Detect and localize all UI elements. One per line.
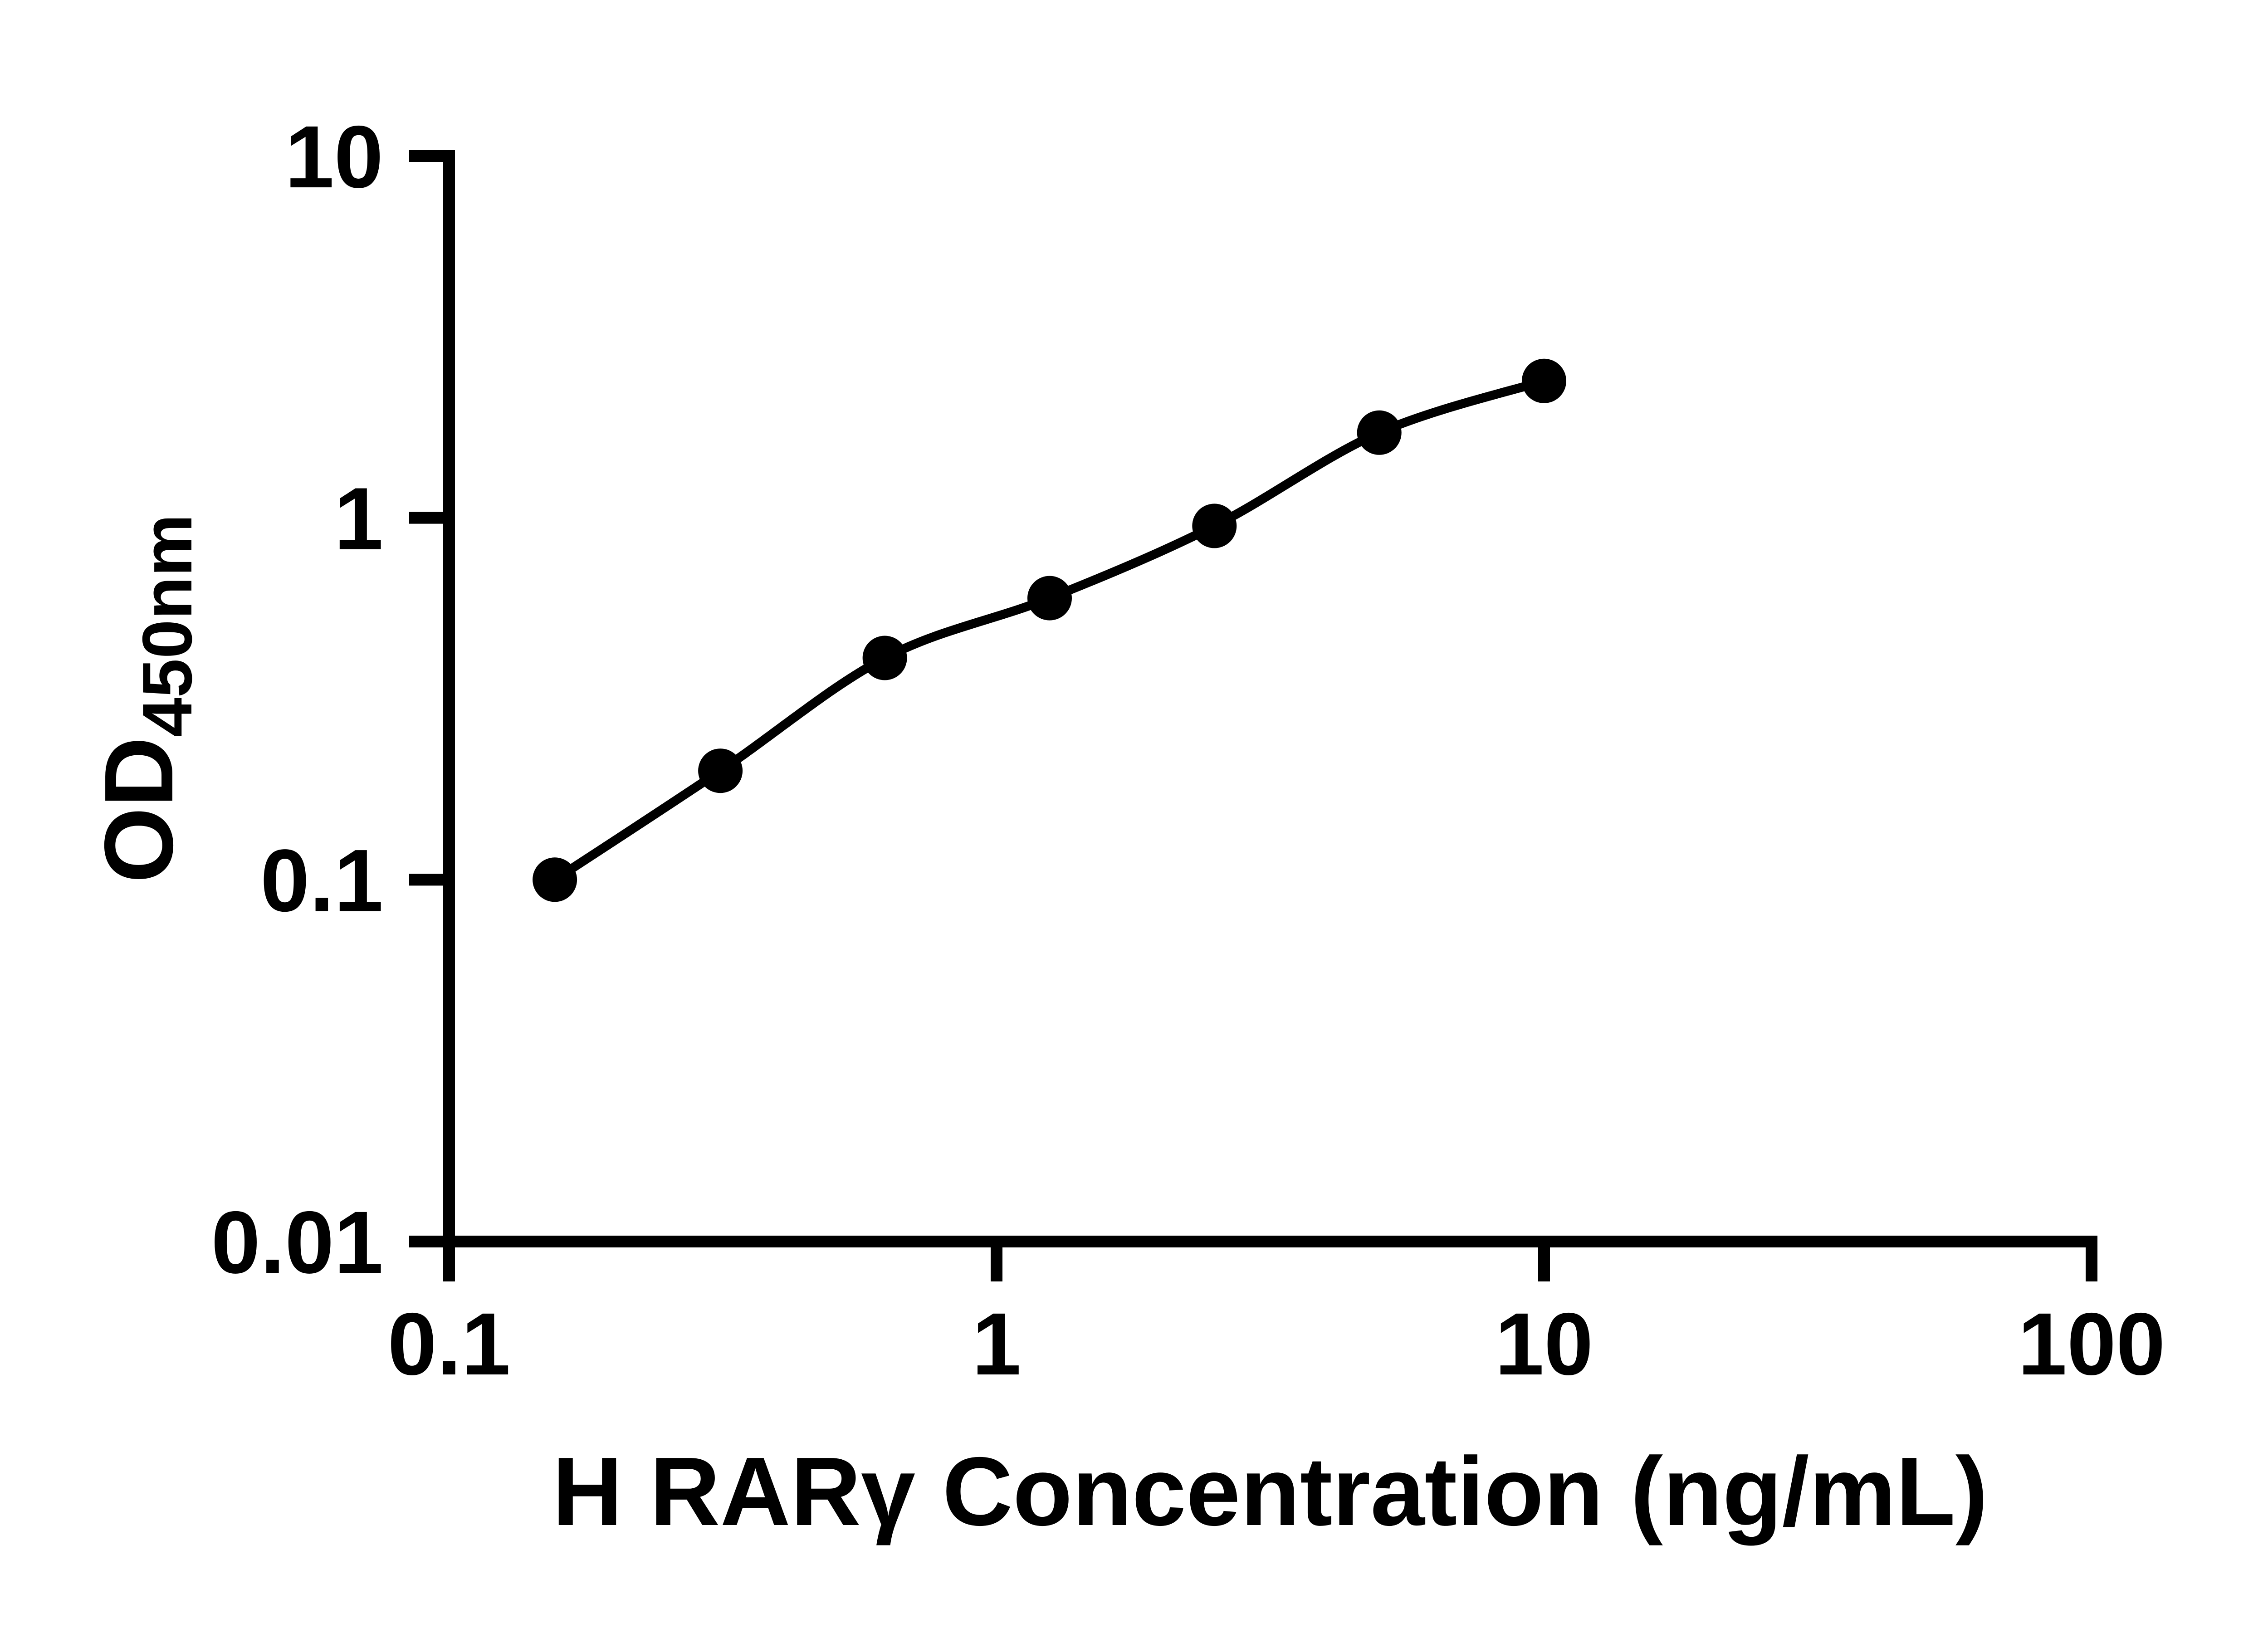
curve-group	[533, 358, 1566, 902]
x-tick-label: 0.1	[387, 1295, 510, 1393]
data-point-marker	[862, 636, 907, 680]
data-point-marker	[1192, 504, 1237, 548]
x-tick-label: 1	[972, 1295, 1021, 1393]
y-axis-title: OD450nm	[84, 514, 206, 883]
y-axis-title-main: OD	[84, 737, 193, 883]
y-tick-label: 10	[285, 108, 383, 206]
y-ticks-group: 10 1 0.1 0.01	[211, 108, 455, 1292]
data-point-marker	[1027, 576, 1072, 621]
x-ticks-group: 0.1 1 10 100	[387, 1242, 2165, 1393]
data-point-marker	[1522, 358, 1566, 403]
data-point-marker	[533, 857, 577, 902]
y-tick-label: 0.1	[260, 831, 383, 930]
data-point-marker	[1357, 410, 1402, 455]
y-axis-title-subscript: 450nm	[128, 514, 206, 737]
x-axis-title: H RARγ Concentration (ng/mL)	[552, 1437, 1988, 1546]
x-tick-label: 100	[2018, 1295, 2165, 1393]
y-tick-label: 1	[334, 469, 383, 568]
x-tick-label: 10	[1495, 1295, 1593, 1393]
data-point-marker	[698, 748, 743, 793]
y-tick-label: 0.01	[211, 1193, 383, 1292]
